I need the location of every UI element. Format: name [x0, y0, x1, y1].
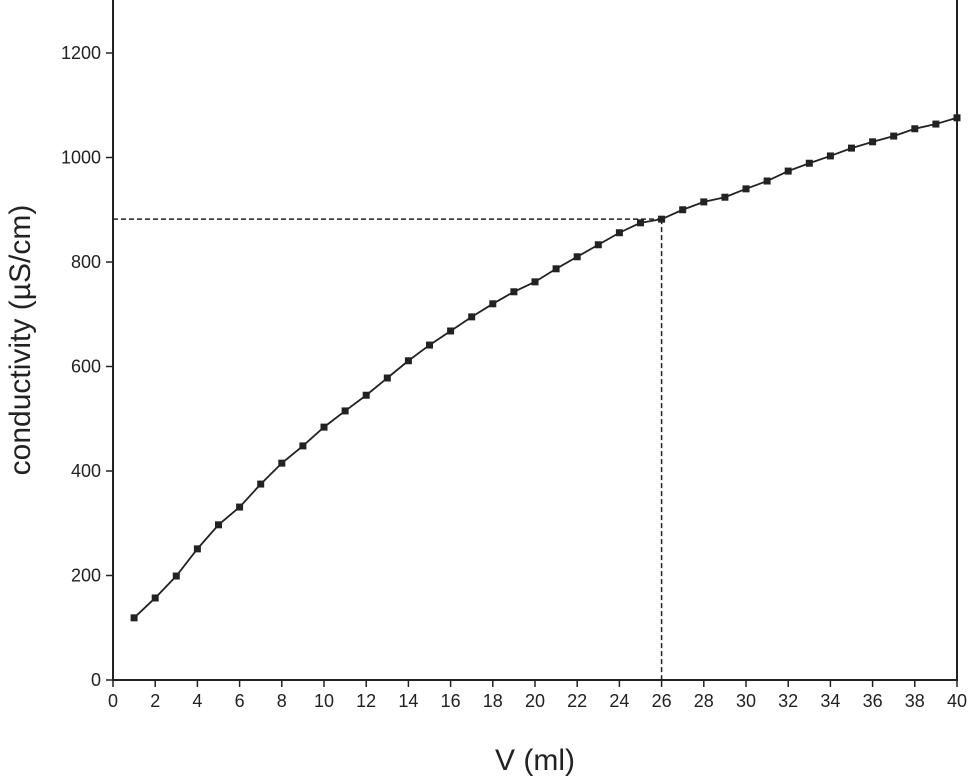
data-point	[700, 198, 708, 206]
data-point	[911, 125, 919, 133]
data-point	[172, 572, 180, 580]
data-point	[637, 219, 644, 227]
x-tick-label: 10	[314, 691, 334, 711]
data-point	[742, 185, 750, 193]
data-point	[573, 253, 581, 261]
y-tick-label: 200	[71, 566, 101, 586]
x-axis-label: V (ml)	[495, 744, 575, 777]
data-point	[805, 159, 813, 167]
data-point	[320, 423, 328, 431]
x-tick-label: 0	[108, 691, 118, 711]
x-tick-label: 26	[652, 691, 672, 711]
y-axis-label: conductivity (µS/cm)	[4, 205, 37, 476]
data-point	[362, 391, 370, 399]
x-tick-label: 28	[694, 691, 714, 711]
x-tick-label: 38	[905, 691, 925, 711]
x-tick-label: 14	[398, 691, 418, 711]
data-point	[826, 152, 834, 160]
data-point	[953, 114, 961, 122]
y-tick-label: 1200	[61, 43, 101, 63]
data-point	[215, 521, 222, 529]
axes: 0 2 4 6 8 10 12 14 16 18 20 22 24 26 28 30 32 34 36 38 40020…	[61, 0, 967, 711]
y-tick-label: 1000	[61, 148, 101, 168]
x-tick-label: 40	[947, 691, 967, 711]
data-point	[193, 545, 201, 553]
data-point	[447, 327, 455, 335]
data-point	[299, 442, 307, 450]
guides	[113, 218, 663, 680]
data-point	[510, 288, 518, 296]
series	[130, 114, 961, 622]
x-tick-label: 6	[235, 691, 245, 711]
x-tick-label: 2	[150, 691, 160, 711]
data-point	[257, 480, 265, 488]
x-tick-label: 20	[525, 691, 545, 711]
data-point	[236, 503, 244, 511]
data-point	[784, 167, 792, 175]
x-tick-label: 34	[820, 691, 840, 711]
data-point	[932, 120, 940, 128]
data-point	[594, 241, 602, 249]
data-point	[278, 459, 286, 467]
data-point	[468, 313, 476, 321]
y-tick-label: 400	[71, 461, 101, 481]
data-point	[341, 407, 349, 415]
x-tick-label: 12	[356, 691, 376, 711]
x-tick-label: 32	[778, 691, 798, 711]
x-tick-label: 16	[441, 691, 461, 711]
x-tick-label: 4	[192, 691, 202, 711]
x-tick-label: 8	[277, 691, 287, 711]
data-point	[679, 206, 687, 214]
data-point	[658, 215, 666, 223]
data-point	[151, 594, 159, 602]
x-tick-label: 22	[567, 691, 587, 711]
data-point	[426, 341, 433, 349]
data-point	[130, 614, 138, 622]
data-point	[404, 357, 412, 365]
data-point	[489, 300, 497, 308]
y-tick-label: 0	[91, 670, 101, 690]
data-point	[869, 138, 877, 146]
data-point	[763, 177, 771, 185]
x-tick-label: 36	[863, 691, 883, 711]
data-point	[890, 132, 898, 140]
data-point	[848, 144, 855, 152]
y-tick-label: 600	[71, 357, 101, 377]
data-point	[531, 278, 539, 286]
data-point	[383, 374, 391, 382]
data-point	[552, 265, 560, 273]
data-point	[721, 193, 729, 201]
x-tick-label: 30	[736, 691, 756, 711]
data-point	[615, 229, 623, 237]
series-line	[133, 116, 958, 619]
x-tick-label: 18	[483, 691, 503, 711]
y-tick-label: 800	[71, 252, 101, 272]
x-tick-label: 24	[609, 691, 629, 711]
